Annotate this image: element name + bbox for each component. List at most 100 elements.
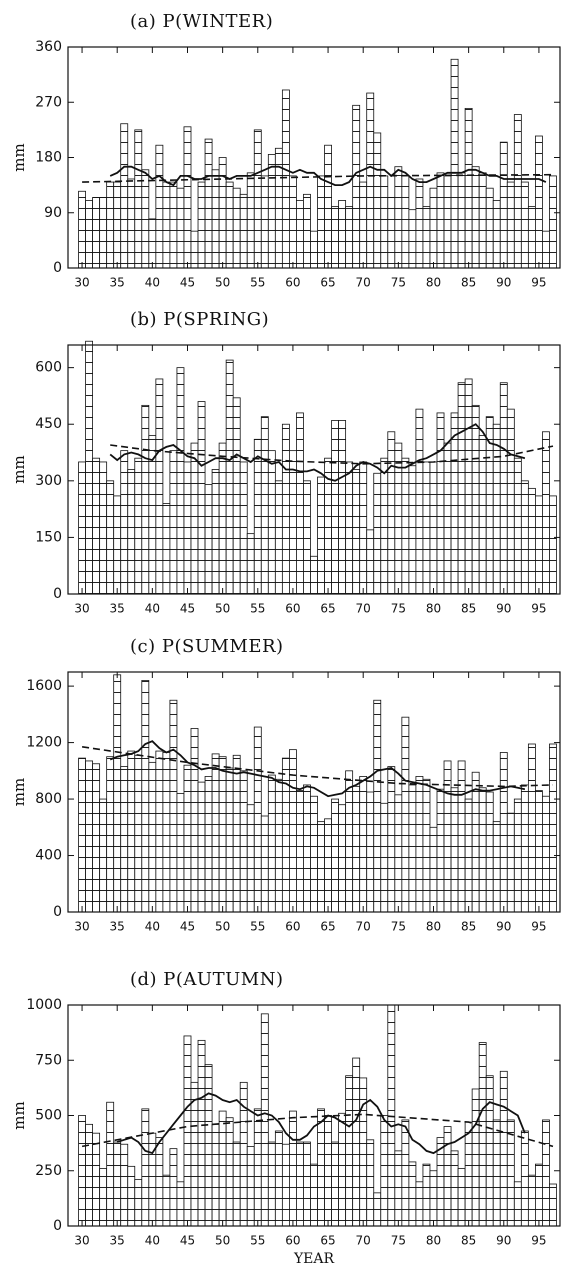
panel: (c) P(SUMMER) mm 0 400 800 1200 1600 30 35 40 45 50… (10, 636, 561, 934)
bar (478, 1042, 487, 1227)
bar (345, 1075, 354, 1227)
bar (232, 754, 241, 913)
x-tick-label: 90 (496, 920, 511, 934)
bar (239, 770, 248, 913)
x-tick-label: 55 (250, 276, 265, 290)
panel: (b) P(SPRING) mm 0 150 300 450 600 30 35 40 45 50 55… (10, 309, 561, 616)
bar (148, 761, 157, 913)
x-tick-label: 75 (391, 920, 406, 934)
bar (246, 804, 255, 913)
x-tick-label: 75 (391, 1234, 406, 1248)
bar (527, 1174, 536, 1227)
bar (267, 154, 276, 269)
bar (380, 1115, 389, 1227)
bar (366, 92, 375, 269)
x-tick-label: 60 (285, 920, 300, 934)
panel-title: (c) P(SUMMER) (130, 636, 284, 657)
bar (274, 778, 283, 913)
bar (253, 438, 262, 595)
x-tick-label: 35 (110, 1234, 125, 1248)
x-tick-label: 45 (180, 602, 195, 616)
bar (99, 197, 108, 269)
bar (436, 172, 445, 269)
y-tick-label: 150 (35, 529, 62, 545)
bar (190, 442, 199, 595)
bar (141, 680, 150, 913)
bar (492, 423, 501, 595)
x-tick-label: 55 (250, 1234, 265, 1248)
bar (85, 760, 93, 913)
bar (513, 1181, 522, 1227)
bar (106, 1101, 115, 1227)
y-tick-label: 450 (35, 416, 62, 432)
bar (225, 767, 234, 913)
x-tick-label: 45 (180, 276, 195, 290)
bar (113, 674, 122, 913)
x-tick-label: 30 (74, 602, 89, 616)
bar (303, 480, 311, 595)
bar (190, 1081, 199, 1227)
x-tick-label: 45 (180, 920, 195, 934)
plot-frame (67, 671, 561, 913)
y-tick-label: 0 (53, 1218, 62, 1234)
bar (352, 1057, 361, 1227)
smoothed-line (109, 740, 526, 798)
y-tick-label: 800 (35, 791, 62, 807)
bar (260, 416, 269, 595)
bar (331, 420, 340, 595)
bar (204, 1064, 213, 1227)
bar (422, 778, 431, 913)
bar (113, 495, 122, 595)
x-tick-label: 65 (320, 920, 335, 934)
bar (296, 1141, 304, 1227)
x-tick-label: 80 (426, 276, 441, 290)
bar (155, 144, 164, 269)
bar (317, 821, 325, 913)
x-tick-label: 65 (320, 602, 335, 616)
bar (303, 193, 311, 269)
y-tick-label: 90 (44, 205, 62, 221)
bar (535, 495, 543, 595)
bar (471, 166, 480, 269)
x-axis-label: YEAR (293, 1251, 335, 1267)
y-tick-label: 300 (35, 473, 62, 489)
bar (527, 487, 536, 595)
x-tick-label: 50 (215, 602, 230, 616)
bar (141, 1108, 150, 1227)
bar (527, 206, 536, 269)
bar (296, 412, 304, 595)
x-tick-label: 85 (461, 1234, 476, 1248)
bar (513, 114, 522, 269)
bar (535, 790, 543, 913)
bar (246, 1146, 255, 1227)
bar (176, 187, 185, 269)
x-tick-label: 35 (110, 276, 125, 290)
bar (288, 1110, 297, 1227)
bar (120, 450, 129, 595)
bar (478, 172, 487, 269)
bar (218, 1110, 227, 1227)
bar (134, 457, 143, 595)
bar (190, 230, 199, 269)
y-tick-label: 1200 (26, 735, 62, 751)
bar (281, 1143, 290, 1227)
bar (450, 412, 459, 595)
bar (499, 1070, 508, 1227)
bar (324, 144, 332, 269)
bar (394, 794, 403, 913)
bar (141, 169, 150, 269)
bar (408, 784, 417, 913)
bar (464, 378, 473, 595)
x-tick-label: 35 (110, 602, 125, 616)
y-tick-label: 180 (35, 150, 62, 166)
x-tick-label: 85 (461, 920, 476, 934)
bar (338, 1112, 347, 1227)
smoothed-line (116, 1092, 526, 1155)
bar (183, 1035, 192, 1227)
bar (415, 178, 424, 269)
panel-title: (a) P(WINTER) (130, 11, 273, 32)
bar (464, 1121, 473, 1227)
bar (394, 442, 403, 595)
x-tick-label: 75 (391, 276, 406, 290)
bar (317, 175, 325, 269)
